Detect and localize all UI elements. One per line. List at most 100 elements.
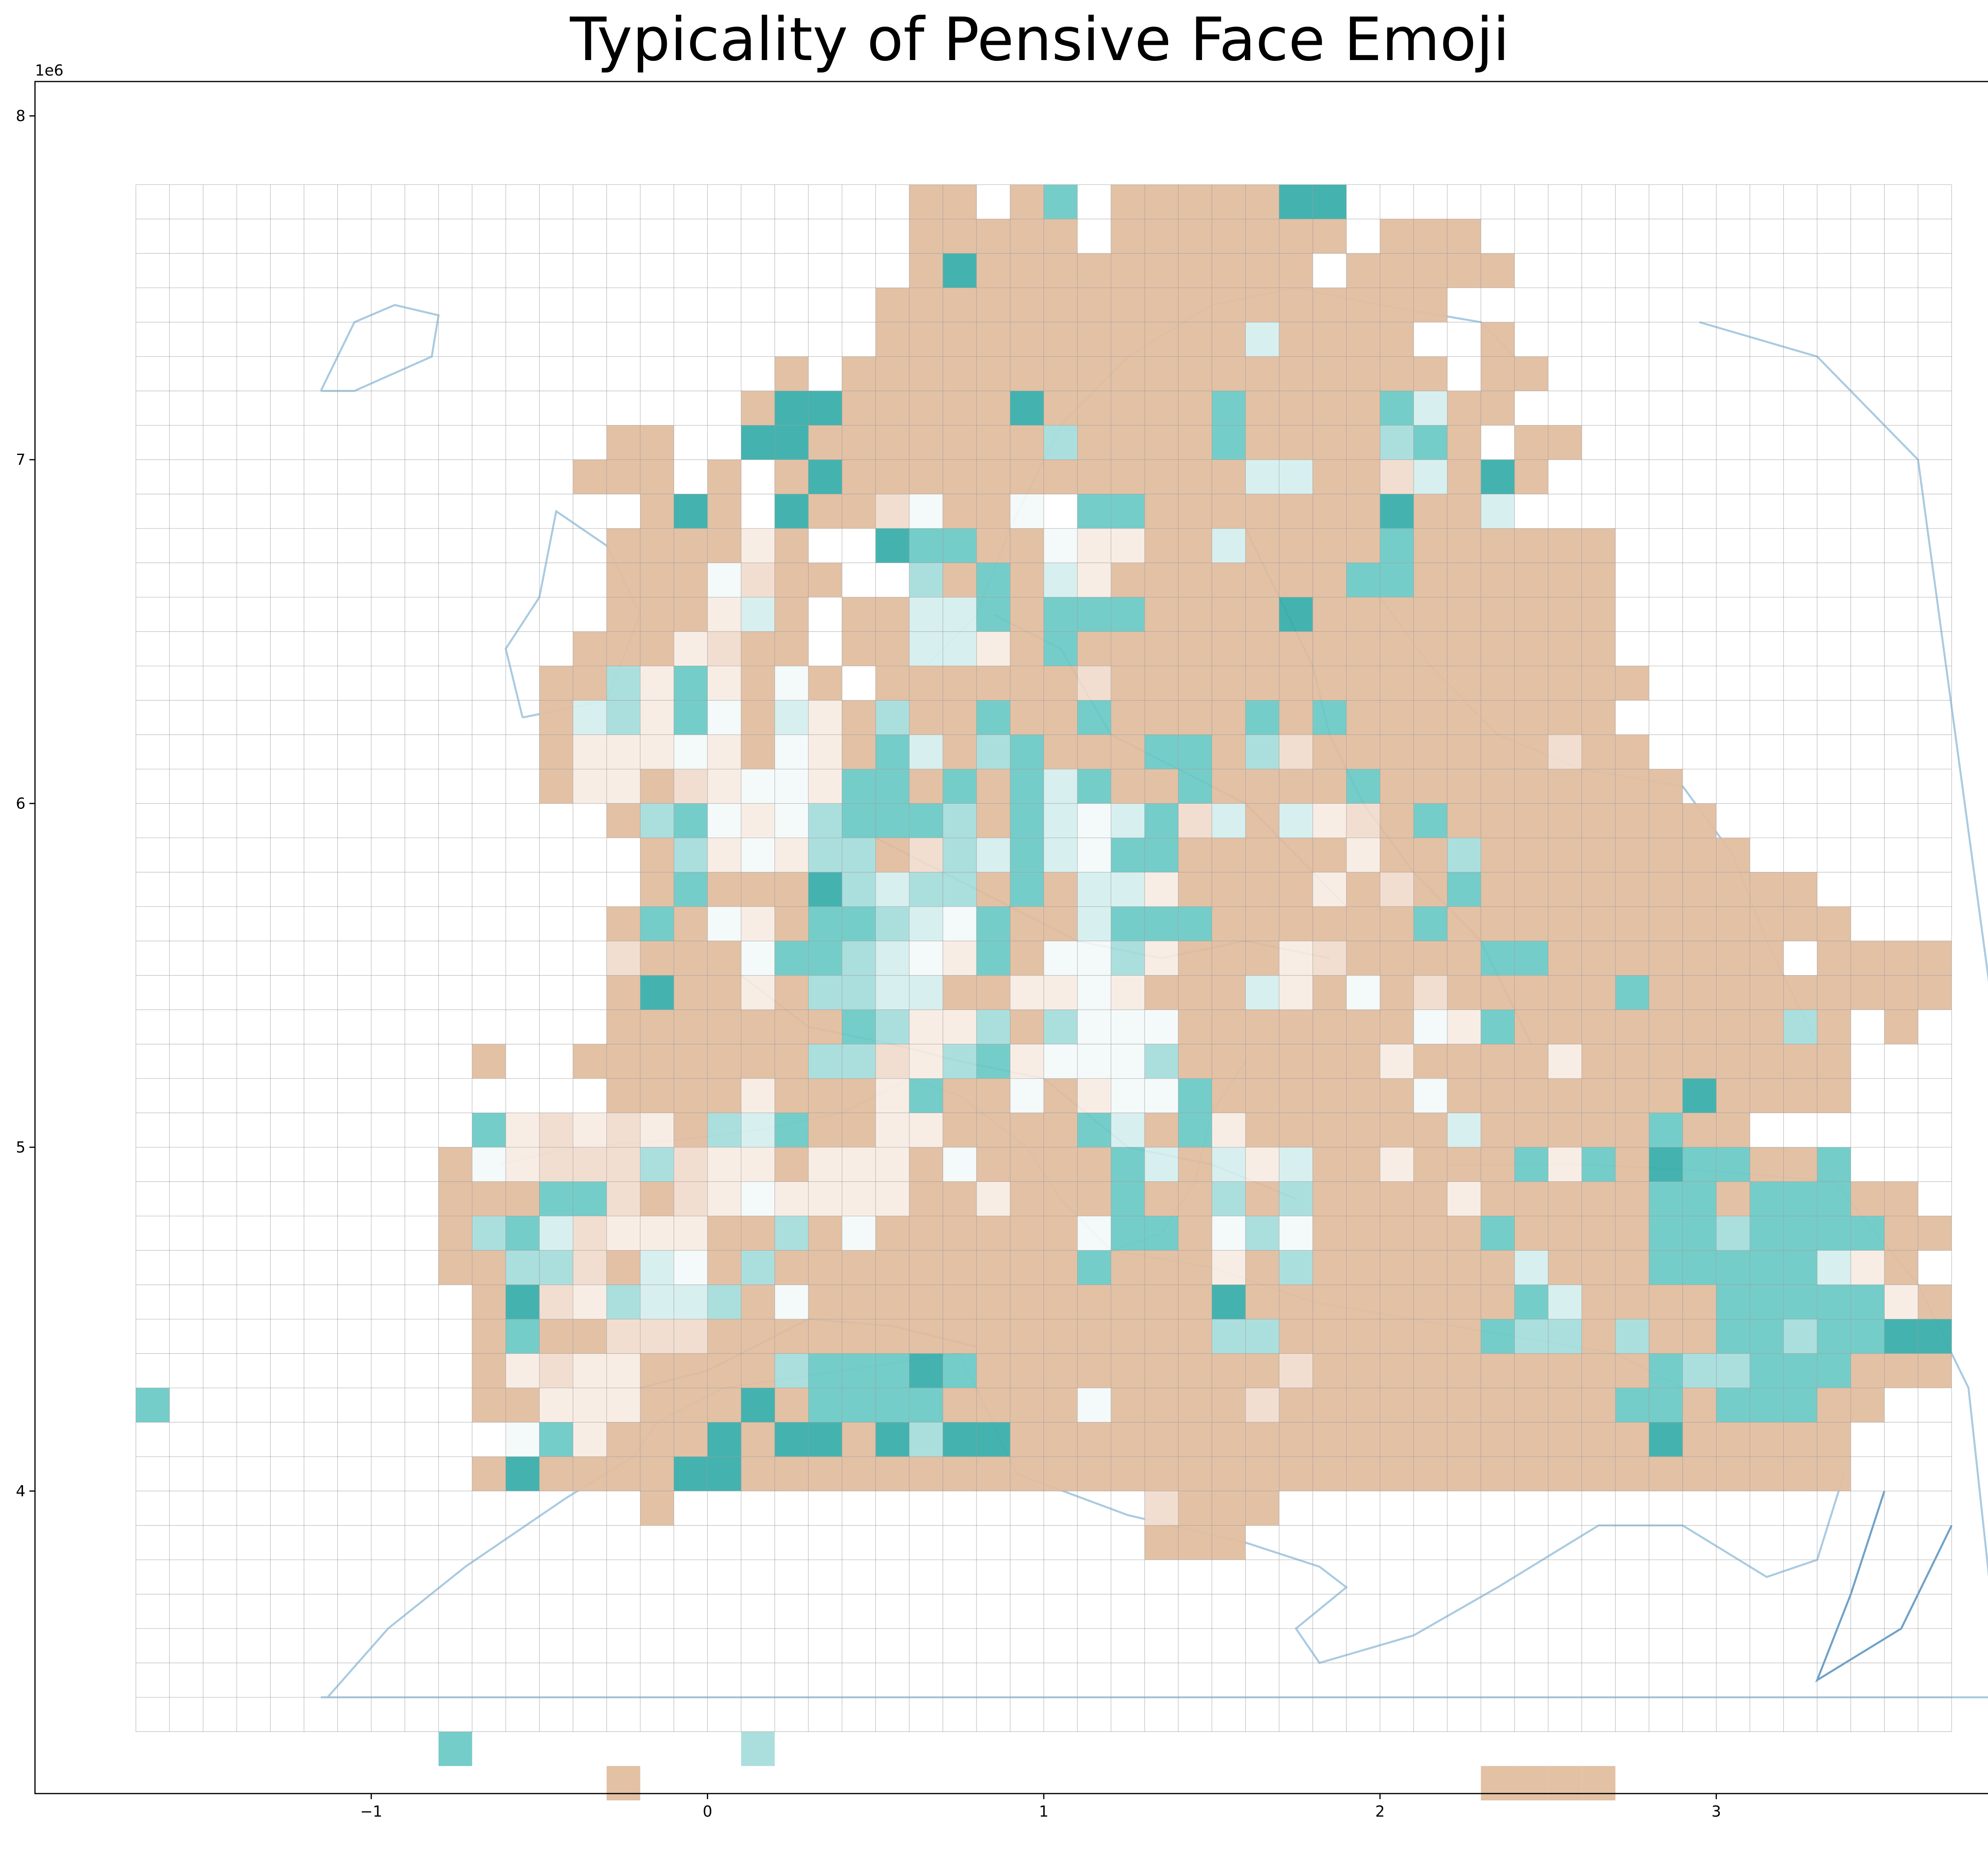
heatmap-cell xyxy=(775,838,809,873)
heatmap-cell xyxy=(1111,1319,1145,1354)
heatmap-cell xyxy=(977,700,1010,735)
heatmap-cell xyxy=(775,975,809,1010)
heatmap-cell xyxy=(1178,769,1212,804)
heatmap-cell xyxy=(808,494,842,529)
heatmap-cell xyxy=(707,1353,741,1388)
heatmap-cell xyxy=(539,1388,573,1423)
heatmap-cell xyxy=(1044,322,1077,357)
heatmap-cell xyxy=(1077,425,1111,460)
heatmap-cell xyxy=(1346,1147,1380,1182)
heatmap-cell xyxy=(1111,1250,1145,1285)
heatmap-cell xyxy=(1514,1456,1548,1491)
heatmap-cell xyxy=(606,941,641,976)
heatmap-cell xyxy=(1649,1078,1683,1113)
heatmap-cell xyxy=(1413,1044,1447,1079)
y-tick-label: 4 xyxy=(16,1482,25,1500)
heatmap-cell xyxy=(876,975,909,1010)
heatmap-cell xyxy=(606,1147,641,1182)
heatmap-cell xyxy=(1582,872,1615,907)
heatmap-cell xyxy=(1514,1285,1548,1319)
heatmap-cell xyxy=(1716,1044,1750,1079)
heatmap-cell xyxy=(1111,1216,1145,1251)
heatmap-cell xyxy=(1010,356,1044,391)
heatmap-cell xyxy=(808,425,842,460)
heatmap-cell xyxy=(909,632,943,666)
heatmap-cell xyxy=(1380,391,1414,426)
heatmap-cell xyxy=(1548,769,1582,804)
heatmap-cell xyxy=(1582,632,1615,666)
heatmap-cell xyxy=(1212,219,1246,254)
heatmap-cell xyxy=(1683,1182,1716,1216)
heatmap-cell xyxy=(977,1147,1010,1182)
heatmap-cell xyxy=(1582,1216,1615,1251)
heatmap-cell xyxy=(1212,322,1246,357)
heatmap-cell xyxy=(472,1353,506,1388)
heatmap-cell xyxy=(1850,1216,1885,1251)
heatmap-cell xyxy=(1750,1353,1784,1388)
heatmap-cell xyxy=(909,700,943,735)
heatmap-cell xyxy=(1346,803,1380,838)
heatmap-cell xyxy=(539,1147,573,1182)
heatmap-cell xyxy=(1683,1319,1716,1354)
heatmap-cell xyxy=(943,1147,977,1182)
heatmap-cell xyxy=(1010,1216,1044,1251)
heatmap-cell xyxy=(1649,1182,1683,1216)
heatmap-cell xyxy=(1144,769,1178,804)
heatmap-cell xyxy=(775,425,809,460)
heatmap-cell xyxy=(1817,1078,1851,1113)
heatmap-cell xyxy=(1312,1353,1347,1388)
heatmap-cell xyxy=(1548,1044,1582,1079)
heatmap-cell xyxy=(1279,563,1313,597)
heatmap-cell xyxy=(1212,1491,1246,1526)
heatmap-cell xyxy=(1111,838,1145,873)
heatmap-cell xyxy=(943,700,977,735)
heatmap-cell xyxy=(539,1250,573,1285)
heatmap-cell xyxy=(1312,288,1347,323)
heatmap-cell xyxy=(1447,838,1481,873)
heatmap-cell xyxy=(977,1182,1010,1216)
heatmap-cell xyxy=(707,1113,741,1147)
heatmap-cell xyxy=(1481,666,1515,700)
heatmap-cell xyxy=(808,1456,842,1491)
heatmap-cell xyxy=(640,975,674,1010)
heatmap-cell xyxy=(909,735,943,769)
heatmap-cell xyxy=(1212,1285,1246,1319)
heatmap-cell xyxy=(1413,459,1447,494)
heatmap-cell xyxy=(1111,185,1145,219)
heatmap-cell xyxy=(909,288,943,323)
heatmap-cell xyxy=(943,1113,977,1147)
heatmap-cell xyxy=(1178,838,1212,873)
heatmap-cell xyxy=(1615,1388,1649,1423)
heatmap-cell xyxy=(909,1078,943,1113)
heatmap-cell xyxy=(1716,1422,1750,1457)
heatmap-cell xyxy=(472,1182,506,1216)
heatmap-cell xyxy=(1212,906,1246,941)
heatmap-cell xyxy=(1279,1319,1313,1354)
heatmap-cell xyxy=(1346,632,1380,666)
heatmap-cell xyxy=(1245,941,1279,976)
heatmap-cell xyxy=(472,1216,506,1251)
heatmap-cell xyxy=(640,1044,674,1079)
heatmap-cell xyxy=(1346,528,1380,563)
heatmap-cell xyxy=(707,528,741,563)
heatmap-cell xyxy=(1178,1078,1212,1113)
heatmap-cell xyxy=(1010,219,1044,254)
heatmap-cell xyxy=(1312,632,1347,666)
heatmap-cell xyxy=(1010,941,1044,976)
heatmap-cell xyxy=(1245,1010,1279,1044)
heatmap-cell xyxy=(1649,1113,1683,1147)
heatmap-cell xyxy=(1312,838,1347,873)
heatmap-cell xyxy=(1380,253,1414,288)
heatmap-cell xyxy=(1582,1456,1615,1491)
heatmap-cell xyxy=(977,1010,1010,1044)
heatmap-cell xyxy=(1548,941,1582,976)
heatmap-cell xyxy=(876,459,909,494)
heatmap-cell xyxy=(1279,1010,1313,1044)
heatmap-cell xyxy=(573,1319,607,1354)
heatmap-cell xyxy=(506,1388,540,1423)
heatmap-cell xyxy=(1783,1388,1817,1423)
heatmap-cell xyxy=(1514,1388,1548,1423)
heatmap-cell xyxy=(640,1319,674,1354)
heatmap-cell xyxy=(1649,1044,1683,1079)
heatmap-cell xyxy=(1447,666,1481,700)
